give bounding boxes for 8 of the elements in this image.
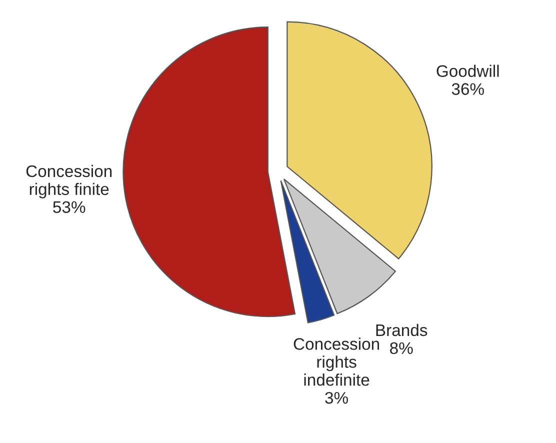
slice-label: Goodwill <box>436 64 499 78</box>
slice-label: Brands <box>376 324 428 336</box>
data-label: 8% <box>390 342 413 354</box>
data-label: 36% <box>452 83 484 95</box>
data-label: 3% <box>325 392 348 404</box>
slice-label: Concession rights finite <box>26 164 112 198</box>
data-label: 53% <box>53 201 86 214</box>
slice-label: Concession rights indefinite <box>294 338 380 386</box>
